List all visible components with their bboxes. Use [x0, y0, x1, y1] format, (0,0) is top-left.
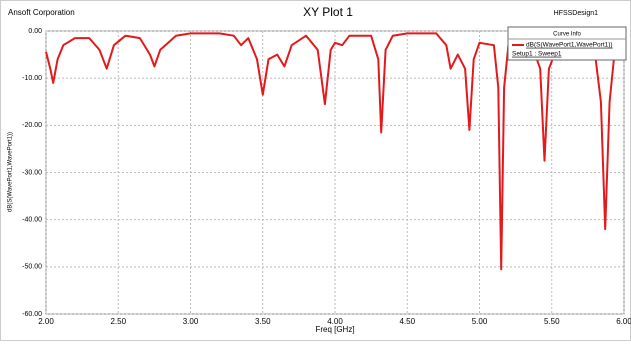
- legend-subtitle: Setup1 : Sweep1: [512, 51, 562, 58]
- legend-title: Curve Info: [553, 32, 581, 38]
- chart-title: XY Plot 1: [303, 5, 353, 19]
- x-tick-label: 3.00: [183, 317, 199, 326]
- y-tick-label: -30.00: [22, 169, 42, 176]
- y-axis-label: dB(S(WavePort1,WavePort1)): [8, 132, 14, 212]
- x-tick-label: 3.50: [255, 317, 271, 326]
- y-tick-label: -50.00: [22, 264, 42, 271]
- x-tick-label: 4.50: [399, 317, 415, 326]
- x-tick-label: 2.50: [110, 317, 126, 326]
- y-tick-label: -40.00: [22, 217, 42, 224]
- x-tick-label: 2.00: [38, 317, 54, 326]
- x-tick-label: 5.00: [472, 317, 488, 326]
- x-tick-label: 6.00: [616, 317, 631, 326]
- x-tick-label: 4.00: [327, 317, 343, 326]
- y-tick-label: -20.00: [22, 122, 42, 129]
- legend-box: [507, 26, 627, 61]
- x-tick-label: 5.50: [544, 317, 560, 326]
- design-name: HFSSDesign1: [554, 10, 598, 17]
- y-tick-label: -10.00: [22, 75, 42, 82]
- y-tick-label: 0.00: [28, 28, 42, 35]
- x-axis-label: Freq [GHz]: [315, 325, 354, 334]
- y-tick-label: -60.00: [22, 311, 42, 318]
- company: Ansoft Corporation: [8, 8, 75, 17]
- legend-entry: dB(S(WavePort1,WavePort1)): [526, 42, 613, 49]
